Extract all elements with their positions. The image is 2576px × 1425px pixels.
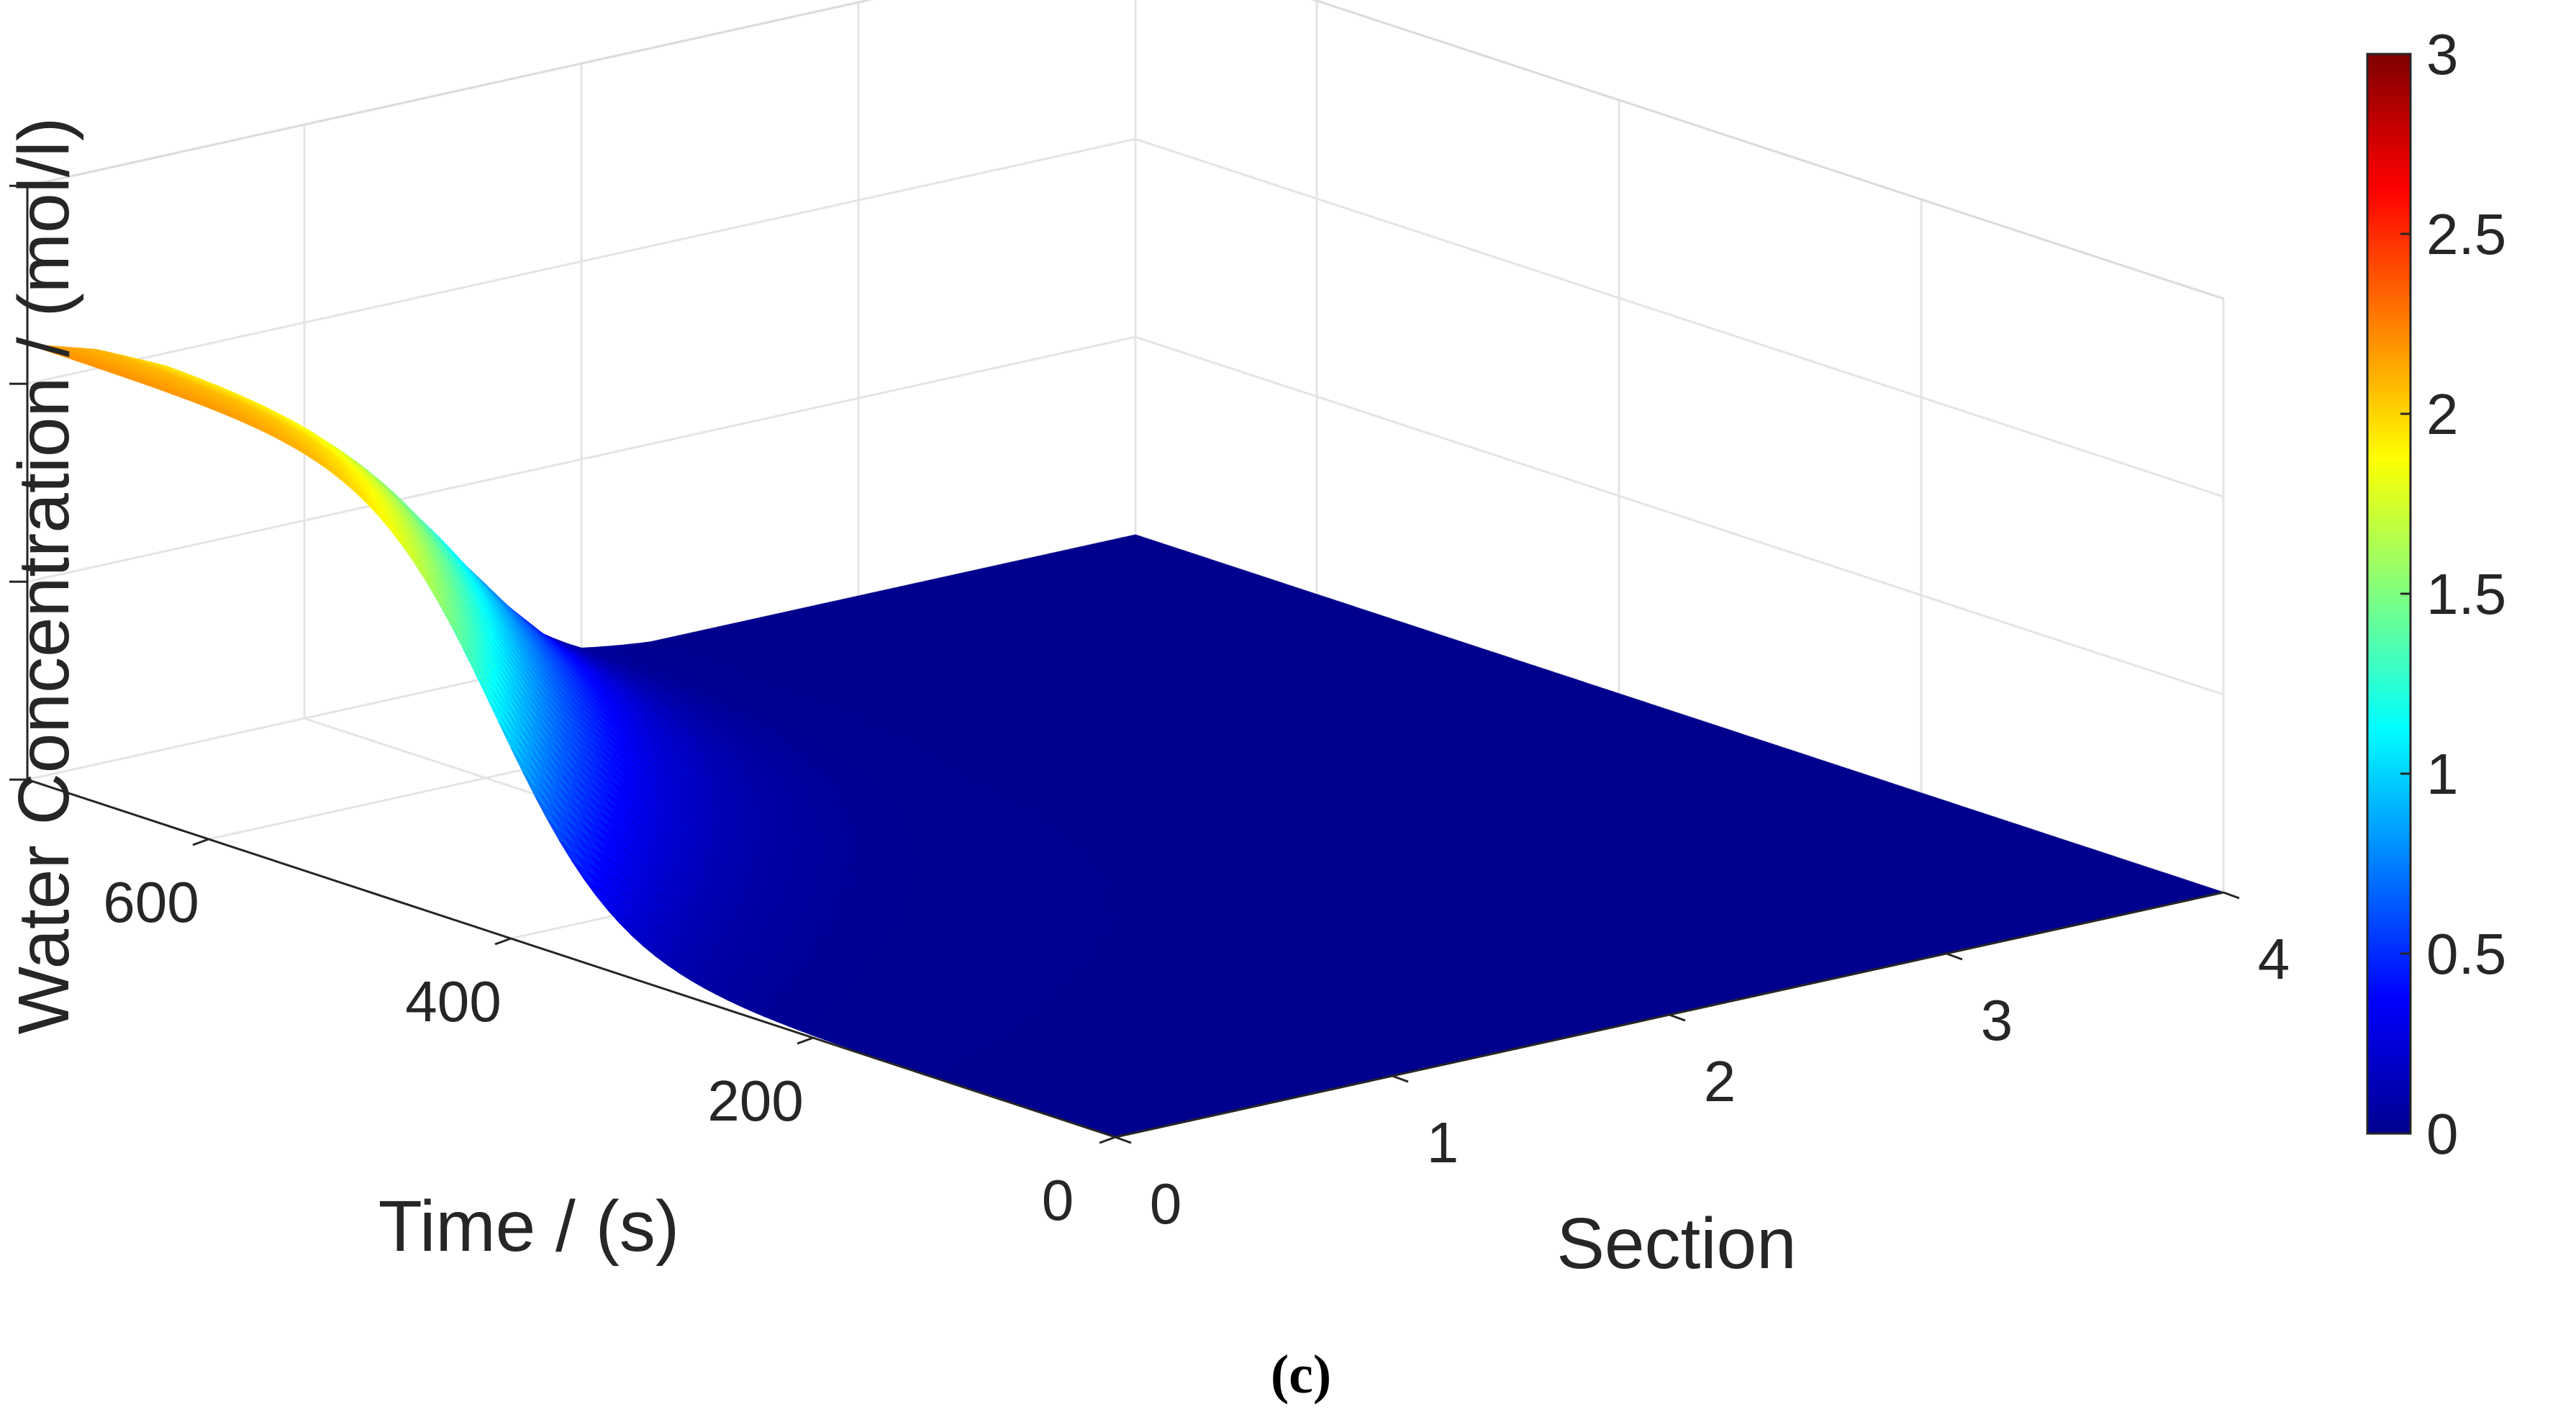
grid-line-z-back — [27, 137, 1136, 385]
grid-line-z-back — [27, 335, 1136, 583]
box-edge — [27, 0, 874, 187]
grid-line-z-side — [1135, 137, 2224, 498]
box-edge — [1311, 0, 2224, 300]
back-pane-section — [1135, 0, 2223, 892]
surface-mesh — [27, 343, 2226, 1138]
grid-line-z-side — [1135, 335, 2224, 696]
